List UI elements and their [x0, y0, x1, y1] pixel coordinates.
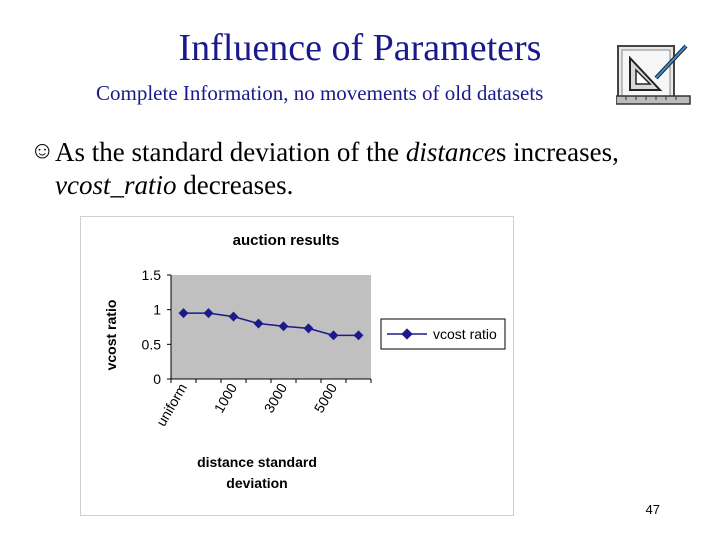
svg-text:deviation: deviation: [226, 475, 287, 491]
x-tick-label: 1000: [211, 380, 241, 415]
smiley-face-icon: ☺: [30, 138, 55, 164]
chart-container: auction results vcost ratio distance sta…: [80, 216, 514, 516]
legend-label: vcost ratio: [433, 326, 497, 342]
bullet-text: As the standard deviation of the distanc…: [55, 137, 619, 200]
y-tick-label: 1: [153, 302, 161, 318]
plot-area: [171, 275, 371, 379]
line-chart: auction results vcost ratio distance sta…: [103, 232, 506, 491]
svg-text:vcost ratio: vcost ratio: [103, 300, 119, 371]
data-point: [228, 311, 239, 322]
svg-text:distance standard: distance standard: [197, 454, 317, 470]
x-axis-label: distance standard deviation: [197, 454, 317, 491]
y-axis-label: vcost ratio: [103, 300, 119, 371]
x-tick-label: 3000: [261, 380, 291, 415]
chart-title: auction results: [233, 232, 340, 249]
y-tick-label: 0.5: [142, 336, 162, 352]
x-tick-label: 5000: [311, 380, 341, 415]
slide-title: Influence of Parameters: [178, 27, 542, 69]
y-axis-ticks: 0 0.5 1 1.5: [142, 267, 171, 387]
y-tick-label: 1.5: [142, 267, 162, 283]
drafting-tools-icon: [616, 44, 691, 105]
slide-subtitle: Complete Information, no movements of ol…: [96, 81, 544, 105]
page-number: 47: [645, 502, 660, 517]
data-point: [178, 308, 189, 319]
data-point: [203, 308, 214, 319]
y-tick-label: 0: [153, 371, 161, 387]
legend: vcost ratio: [380, 318, 506, 350]
x-tick-label: uniform: [153, 381, 190, 429]
